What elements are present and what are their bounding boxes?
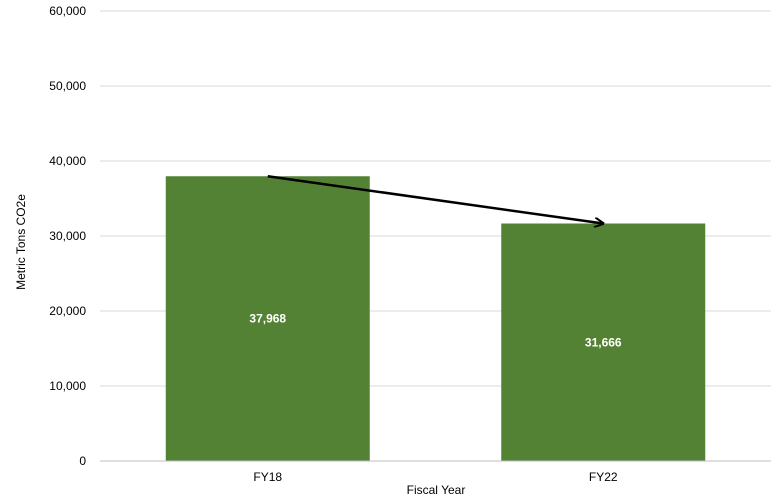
y-tick-label: 0: [79, 454, 86, 468]
y-tick-label: 50,000: [49, 79, 86, 93]
x-tick-label: FY18: [253, 470, 282, 484]
bars: [165, 176, 706, 462]
x-tick-label: FY22: [589, 470, 618, 484]
y-tick-label: 10,000: [49, 379, 86, 393]
data-label-fy18: 37,968: [249, 312, 286, 326]
x-axis-title: Fiscal Year: [407, 483, 466, 497]
y-axis-title: Metric Tons CO2e: [14, 194, 28, 290]
data-labels: 37,968 31,666: [249, 312, 622, 350]
y-tick-label: 40,000: [49, 154, 86, 168]
trend-arrow: [267, 175, 604, 223]
data-label-fy22: 31,666: [585, 335, 622, 349]
annotations: [267, 175, 604, 223]
y-tick-label: 30,000: [49, 229, 86, 243]
y-tick-label: 20,000: [49, 304, 86, 318]
bar-fy22: [501, 223, 706, 461]
axes: 0 10,000 20,000 30,000 40,000 50,000 60,000 FY1…: [49, 4, 771, 484]
y-tick-label: 60,000: [49, 4, 86, 18]
bar-fy18: [165, 176, 370, 462]
